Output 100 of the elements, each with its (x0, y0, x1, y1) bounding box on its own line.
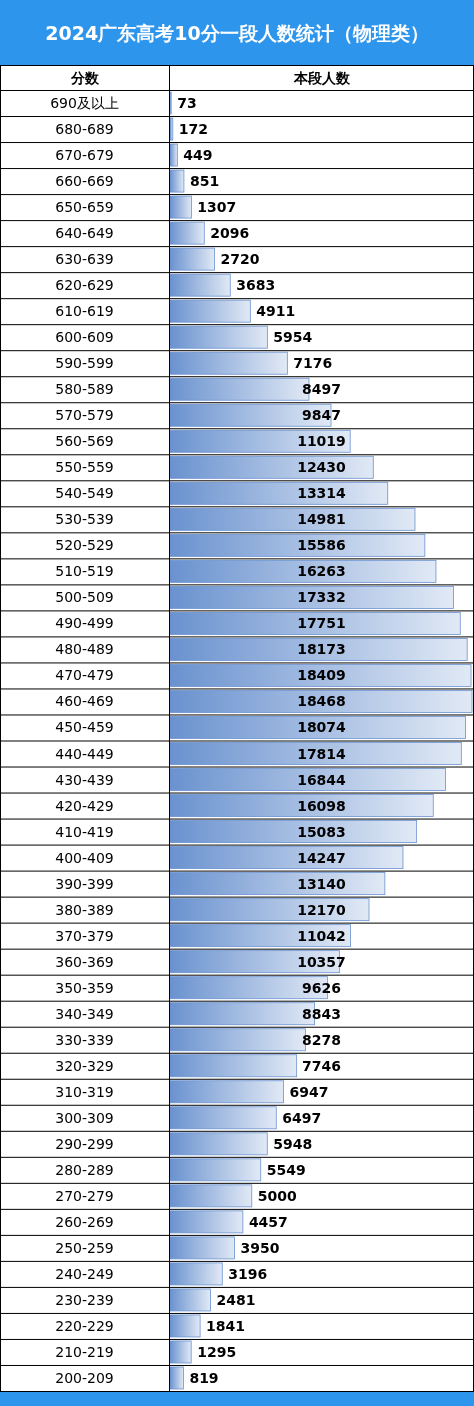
data-label: 14981 (297, 511, 346, 528)
bar (169, 533, 426, 557)
data-label: 3196 (228, 1265, 268, 1282)
y-tick-label: 600-609 (55, 329, 114, 346)
y-tick-label: 220-229 (55, 1317, 114, 1334)
bar (169, 507, 416, 531)
data-label: 16844 (297, 771, 347, 788)
y-tick-label: 470-479 (55, 667, 114, 684)
y-tick-label: 410-419 (55, 823, 114, 840)
bar (169, 455, 374, 479)
data-label: 2096 (210, 225, 250, 242)
y-tick-label: 630-639 (55, 251, 114, 268)
bar (169, 1262, 223, 1286)
y-tick-label: 330-339 (55, 1031, 114, 1048)
y-tick-label: 590-599 (55, 355, 114, 372)
bar (169, 664, 472, 687)
data-label: 1295 (197, 1343, 237, 1360)
bar (169, 1158, 262, 1182)
y-tick-label: 610-619 (55, 303, 114, 320)
data-label: 5948 (273, 1135, 313, 1152)
bar (169, 872, 386, 896)
bar (169, 1340, 192, 1364)
y-tick-label: 550-559 (55, 459, 114, 476)
bar (169, 1080, 284, 1104)
y-tick-label: 300-309 (55, 1109, 114, 1126)
y-tick-label: 250-259 (55, 1239, 114, 1256)
data-label: 13140 (297, 875, 347, 892)
data-label: 3683 (236, 277, 276, 294)
data-label: 5954 (273, 329, 313, 346)
bar (169, 273, 231, 297)
bar (169, 1288, 211, 1312)
data-label: 7746 (302, 1057, 341, 1074)
chart-title: 2024广东高考10分一段人数统计（物理类） (45, 21, 429, 44)
data-label: 17751 (297, 615, 346, 632)
data-label: 16098 (297, 797, 346, 814)
data-label: 15083 (297, 823, 346, 840)
y-tick-label: 260-269 (55, 1213, 114, 1230)
y-tick-label: 440-449 (55, 745, 114, 762)
data-label: 9847 (302, 407, 341, 424)
bar (169, 1054, 298, 1078)
bar (169, 690, 473, 713)
y-tick-label: 580-589 (55, 381, 114, 398)
data-label: 11019 (297, 433, 346, 450)
data-label: 8278 (302, 1031, 341, 1048)
bar (169, 1366, 184, 1390)
y-tick-label: 660-669 (55, 173, 114, 190)
data-label: 172 (178, 121, 209, 138)
data-label: 8497 (302, 381, 341, 398)
y-tick-label: 490-499 (55, 615, 114, 632)
bar (169, 169, 185, 193)
bar (169, 481, 389, 505)
y-tick-label: 370-379 (55, 927, 114, 944)
data-label: 11042 (297, 927, 346, 944)
y-tick-label: 520-529 (55, 537, 114, 554)
bar (169, 1314, 201, 1338)
y-tick-label: 430-439 (55, 771, 114, 788)
y-tick-label: 530-539 (55, 511, 114, 528)
bar (169, 1236, 235, 1260)
y-tick-label: 690及以上 (50, 95, 119, 112)
data-label: 18173 (297, 641, 346, 658)
y-axis-title: 分数 (69, 69, 100, 86)
data-label: 2720 (220, 251, 260, 268)
y-tick-label: 650-659 (55, 199, 114, 216)
bar (169, 1132, 268, 1156)
data-label: 6497 (282, 1109, 322, 1126)
y-tick-label: 390-399 (55, 875, 114, 892)
bar (169, 898, 370, 922)
y-tick-label: 570-579 (55, 407, 114, 424)
y-tick-label: 500-509 (55, 589, 114, 606)
bar (169, 846, 404, 869)
bar (169, 429, 351, 453)
data-label: 8843 (302, 1005, 341, 1022)
bar (169, 768, 446, 791)
data-label: 12430 (297, 459, 347, 476)
bar (169, 716, 466, 739)
y-tick-label: 640-649 (55, 225, 114, 242)
y-tick-label: 460-469 (55, 693, 114, 710)
data-label: 15586 (297, 537, 346, 554)
data-label: 17332 (297, 589, 346, 606)
y-tick-label: 210-219 (55, 1343, 114, 1360)
bar (169, 325, 268, 349)
data-label: 73 (177, 95, 197, 112)
y-tick-label: 670-679 (55, 147, 114, 164)
data-label: 1307 (197, 199, 237, 216)
y-tick-label: 320-329 (55, 1057, 114, 1074)
data-label: 2481 (216, 1291, 256, 1308)
bar (169, 299, 251, 323)
y-tick-label: 680-689 (55, 121, 114, 138)
bar (169, 794, 434, 817)
y-tick-label: 400-409 (55, 849, 114, 866)
y-tick-label: 290-299 (55, 1135, 114, 1152)
bar (169, 820, 418, 843)
data-label: 16263 (297, 563, 346, 580)
y-tick-label: 560-569 (55, 433, 114, 450)
y-tick-label: 310-319 (55, 1083, 114, 1100)
bar (169, 612, 461, 635)
y-tick-label: 240-249 (55, 1265, 114, 1282)
y-tick-label: 270-279 (55, 1187, 114, 1204)
data-label: 10357 (297, 953, 346, 970)
x-axis-title: 本段人数 (292, 69, 351, 86)
